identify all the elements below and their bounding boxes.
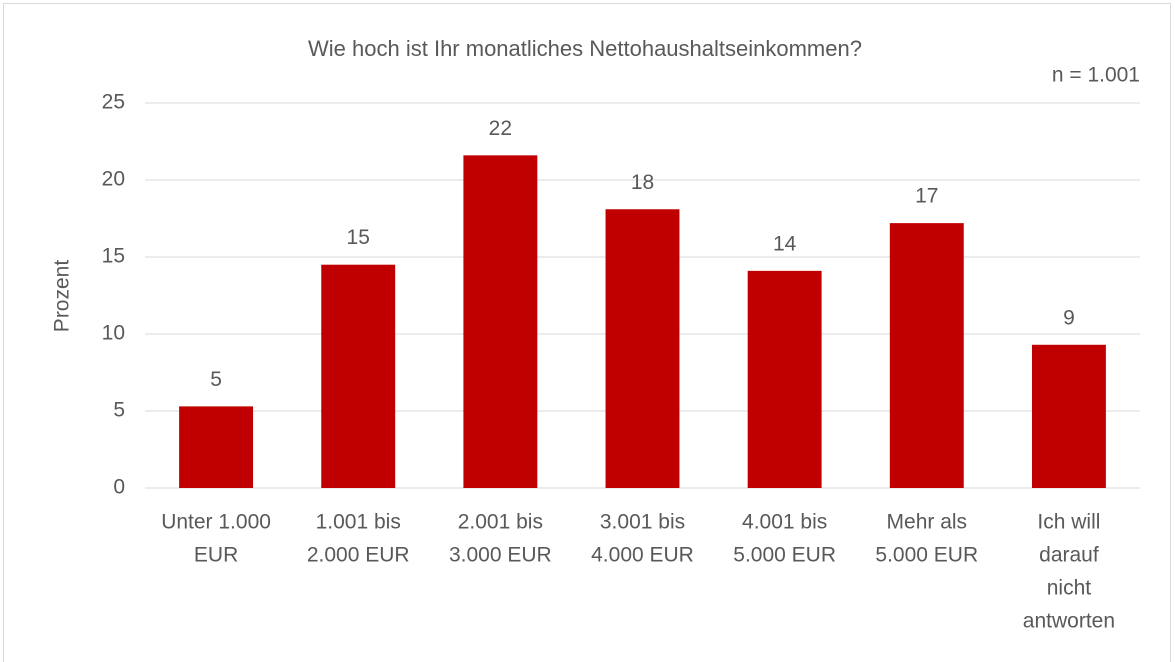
x-tick-label: 5.000 EUR	[733, 544, 836, 567]
x-tick-label: nicht	[1047, 577, 1092, 600]
bar	[889, 223, 964, 488]
x-tick-label: antworten	[1023, 610, 1115, 633]
x-tick-label: Ich will	[1037, 511, 1100, 534]
data-label: 5	[210, 368, 222, 391]
x-tick-label: 3.001 bis	[600, 511, 685, 534]
y-tick-label: 25	[102, 91, 125, 114]
data-label: 15	[347, 226, 370, 249]
data-label: 22	[489, 117, 512, 140]
data-label: 9	[1063, 306, 1075, 329]
x-tick-label: 2.000 EUR	[307, 544, 410, 567]
y-tick-label: 0	[113, 476, 125, 499]
chart-border	[3, 3, 1171, 662]
x-tick-label: 5.000 EUR	[875, 544, 978, 567]
y-tick-label: 20	[102, 168, 125, 191]
bar	[179, 406, 254, 488]
x-tick-label: Unter 1.000	[161, 511, 271, 534]
x-tick-label: darauf	[1039, 544, 1099, 567]
x-tick-label: 1.001 bis	[316, 511, 401, 534]
x-tick-label: 2.001 bis	[458, 511, 543, 534]
bar	[463, 155, 538, 489]
data-label: 17	[915, 185, 938, 208]
x-tick-label: EUR	[194, 544, 238, 567]
annotation: n = 1.001	[1052, 64, 1140, 87]
bar	[1031, 344, 1106, 488]
y-axis-label: Prozent	[51, 260, 74, 333]
data-label: 18	[631, 171, 654, 194]
bar	[605, 209, 680, 488]
y-tick-label: 10	[102, 322, 125, 345]
bar	[747, 270, 822, 488]
x-tick-label: 3.000 EUR	[449, 544, 552, 567]
bar	[321, 264, 396, 488]
chart-title: Wie hoch ist Ihr monatliches Nettohausha…	[308, 36, 862, 61]
x-tick-label: 4.000 EUR	[591, 544, 694, 567]
x-tick-label: Mehr als	[887, 511, 968, 534]
y-tick-label: 15	[102, 245, 125, 268]
y-tick-label: 5	[113, 399, 125, 422]
x-tick-label: 4.001 bis	[742, 511, 827, 534]
data-label: 14	[773, 232, 797, 255]
